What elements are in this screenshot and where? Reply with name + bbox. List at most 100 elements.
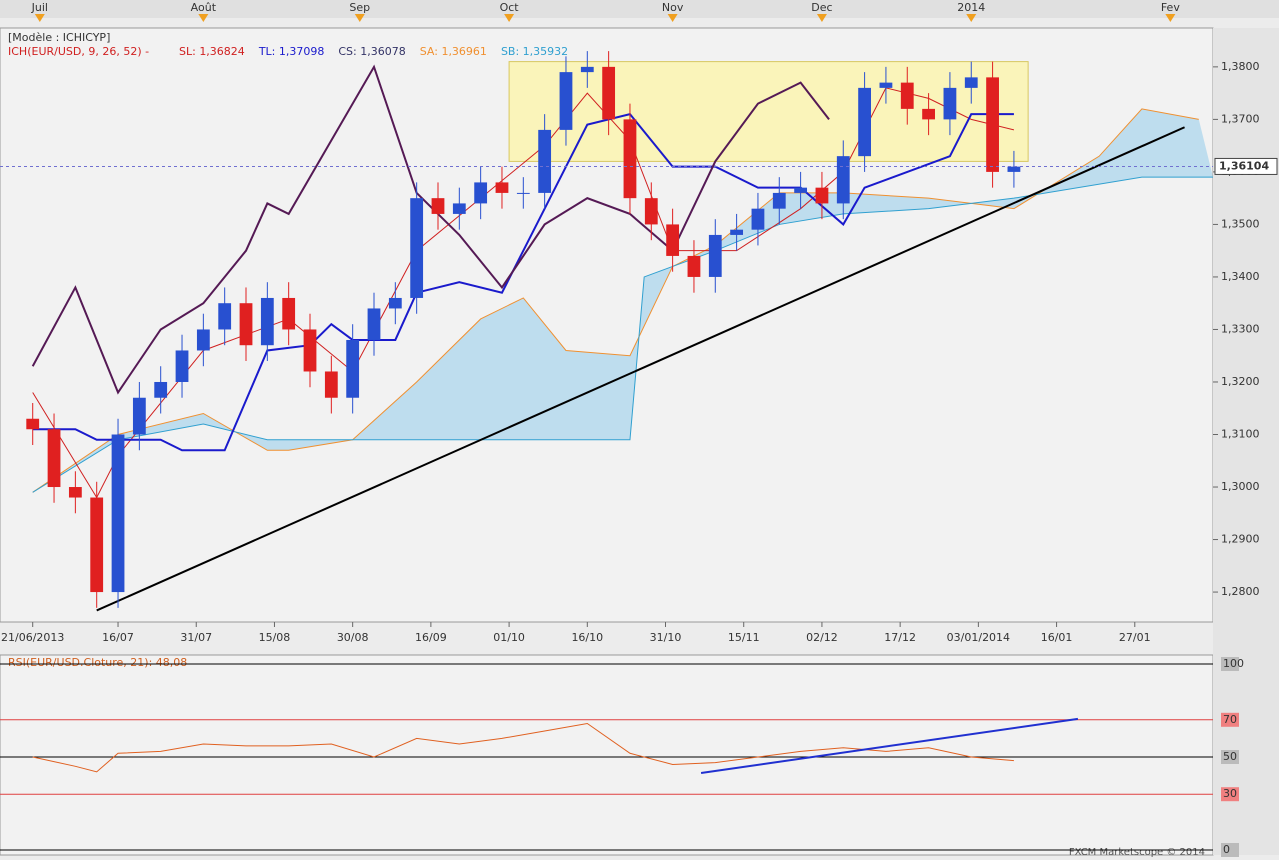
month-marker bbox=[1165, 14, 1176, 22]
legend-entry: TL: 1,37098 bbox=[258, 45, 325, 58]
line bbox=[96, 126, 1185, 612]
candle-body bbox=[282, 297, 296, 330]
rsi-tick-bg bbox=[1221, 787, 1239, 802]
candle-body bbox=[644, 198, 658, 225]
y-tick-label: 1,3500 bbox=[1221, 217, 1260, 230]
candle-body bbox=[516, 192, 530, 194]
month-label: 2014 bbox=[957, 1, 985, 14]
month-label: Juil bbox=[31, 1, 48, 14]
x-tick-label: 17/12 bbox=[884, 631, 916, 644]
candle-body bbox=[367, 308, 381, 340]
rsi-title: RSI(EUR/USD.Cloture, 21): 48,08 bbox=[8, 656, 187, 669]
rsi-tick-bg bbox=[1221, 843, 1239, 857]
month-marker bbox=[966, 14, 977, 22]
candle-body bbox=[410, 198, 424, 298]
candle-body bbox=[154, 381, 168, 398]
legend-entry: CS: 1,36078 bbox=[338, 45, 405, 58]
candle-body bbox=[858, 87, 871, 157]
month-label: Fev bbox=[1161, 1, 1180, 14]
month-bar bbox=[0, 0, 1279, 18]
candle-body bbox=[815, 187, 829, 204]
footer: FXCM Marketscope © 2014 bbox=[1069, 847, 1205, 858]
month-marker bbox=[504, 14, 515, 22]
candle-body bbox=[922, 108, 935, 120]
candle-body bbox=[666, 224, 680, 256]
candle-body bbox=[47, 429, 61, 488]
candle-body bbox=[964, 77, 978, 88]
candle-body bbox=[879, 82, 893, 88]
legend-entry: SA: 1,36961 bbox=[420, 45, 487, 58]
line bbox=[32, 722, 1014, 773]
candle-body bbox=[452, 203, 466, 214]
month-marker bbox=[354, 14, 365, 22]
month-label: Sep bbox=[349, 1, 370, 14]
candle-body bbox=[324, 371, 338, 398]
legend-entry: SL: 1,36824 bbox=[179, 45, 245, 58]
candle-body bbox=[132, 397, 146, 435]
candle-body bbox=[431, 198, 445, 214]
candle-body bbox=[602, 66, 616, 120]
y-tick-label: 1,2900 bbox=[1221, 533, 1260, 546]
candle-body bbox=[474, 182, 488, 204]
month-marker bbox=[34, 14, 45, 22]
candle-body bbox=[580, 66, 594, 73]
candle-body bbox=[260, 297, 274, 346]
candle-body bbox=[730, 229, 744, 235]
month-label: Nov bbox=[662, 1, 684, 14]
rsi-tick-bg bbox=[1221, 750, 1239, 764]
x-tick-label: 31/10 bbox=[650, 631, 682, 644]
x-tick-label: 31/07 bbox=[180, 631, 212, 644]
zone-box bbox=[508, 61, 1029, 162]
candle-body bbox=[943, 87, 957, 120]
candle-body bbox=[495, 182, 509, 193]
candle-body bbox=[1007, 166, 1021, 172]
candle-body bbox=[388, 297, 402, 309]
y-tick-label: 1,3800 bbox=[1221, 60, 1260, 73]
template: [Modèle : ICHICYP] bbox=[8, 31, 110, 44]
y-tick-label: 1,3300 bbox=[1221, 322, 1260, 335]
candle-body bbox=[751, 208, 765, 230]
rsi-tick-label: 100 bbox=[1223, 657, 1244, 670]
x-tick-label: 21/06/2013 bbox=[1, 631, 64, 644]
candle-body bbox=[538, 129, 552, 193]
x-tick-label: 03/01/2014 bbox=[947, 631, 1010, 644]
line bbox=[32, 113, 1014, 452]
y-tick-label: 1,3400 bbox=[1221, 270, 1260, 283]
candle-body bbox=[900, 82, 914, 109]
right-axis bbox=[1213, 28, 1279, 855]
rsi-tick-bg bbox=[1221, 712, 1239, 727]
candle-body bbox=[772, 192, 786, 209]
candle-body bbox=[836, 156, 850, 204]
last-price-box bbox=[1214, 157, 1278, 175]
candle-body bbox=[68, 487, 82, 498]
y-tick-label: 1,3700 bbox=[1221, 112, 1260, 125]
candle-body bbox=[708, 234, 722, 277]
rsi-tick-label: 50 bbox=[1223, 750, 1237, 763]
rsi-tick-label: 0 bbox=[1223, 843, 1230, 856]
x-tick-label: 16/10 bbox=[571, 631, 603, 644]
month-label: Oct bbox=[500, 1, 520, 14]
candle-body bbox=[90, 497, 104, 593]
candle-body bbox=[346, 339, 360, 398]
y-tick-label: 1,3100 bbox=[1221, 428, 1260, 441]
y-tick-label: 1,3000 bbox=[1221, 480, 1260, 493]
y-tick-label: 1,3200 bbox=[1221, 375, 1260, 388]
month-label: Dec bbox=[811, 1, 832, 14]
candle-body bbox=[218, 303, 232, 330]
candle-body bbox=[239, 303, 253, 346]
candle-body bbox=[175, 350, 189, 382]
cloud-fill bbox=[32, 108, 1214, 493]
rsi-tick-label: 70 bbox=[1223, 713, 1237, 726]
candle-body bbox=[687, 255, 701, 277]
candle-body bbox=[26, 418, 40, 430]
candle-body bbox=[303, 329, 317, 372]
line bbox=[32, 108, 1199, 493]
x-tick-label: 30/08 bbox=[337, 631, 369, 644]
last-price-label: 1,36104 bbox=[1219, 159, 1269, 172]
month-marker bbox=[816, 14, 827, 22]
x-tick-label: 16/09 bbox=[415, 631, 447, 644]
y-tick-label: 1,2800 bbox=[1221, 585, 1260, 598]
rsi-tick-label: 30 bbox=[1223, 787, 1237, 800]
rsi-tick-bg bbox=[1221, 657, 1239, 671]
